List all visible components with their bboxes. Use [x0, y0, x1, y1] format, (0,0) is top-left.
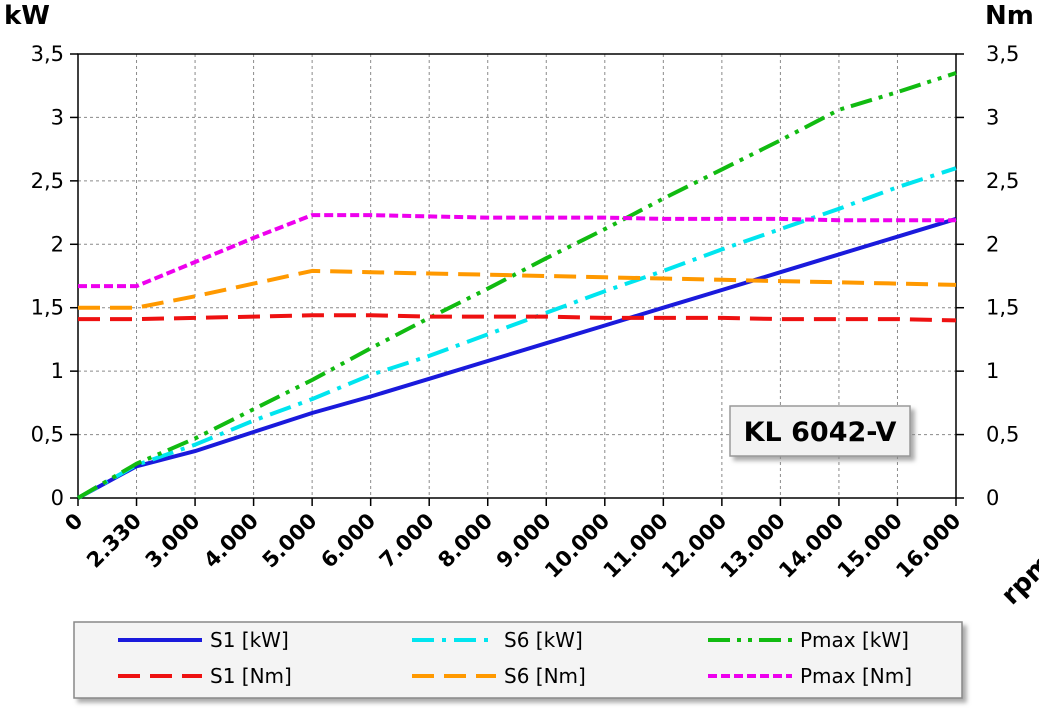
legend-label: Pmax [Nm]: [800, 664, 912, 688]
y-tick-label-left: 3,5: [31, 42, 64, 66]
legend: [73, 621, 963, 699]
x-tick-label: 3.000: [141, 509, 205, 573]
series-line: [77, 216, 957, 500]
x-tick-label: 7.000: [375, 509, 439, 573]
y-tick-label-right: 1: [986, 359, 999, 383]
x-ticks: 02.3303.0004.0005.0006.0007.0008.0009.00…: [60, 498, 966, 583]
y-tick-label-right: 1,5: [986, 296, 1019, 320]
series-line: [78, 313, 957, 323]
legend-items: S1 [kW] S6 [kW] Pmax [kW] S1 [Nm] S6 [Nm] Pma…: [118, 628, 912, 688]
x-tick-label: 4.000: [199, 509, 263, 573]
series-line: [78, 268, 957, 310]
y-tick-label-right: 0: [986, 486, 999, 510]
legend-label: S6 [kW]: [504, 628, 583, 652]
y-ticks-right: 0 0,5 1 1,5 2 2,5 3 3,5: [956, 42, 1019, 510]
y-tick-label-right: 3,5: [986, 42, 1019, 66]
series-lines: [76, 71, 957, 500]
x-tick-label: 0: [60, 509, 87, 536]
x-tick-label: 8.000: [433, 509, 497, 573]
x-tick-label: 5.000: [258, 509, 322, 573]
y-tick-label-left: 2: [51, 232, 64, 256]
series-line: [76, 71, 957, 500]
right-axis-label: Nm: [985, 1, 1034, 31]
y-tick-label-left: 1,5: [31, 296, 64, 320]
y-tick-label-right: 3: [986, 105, 999, 129]
model-label: KL 6042-V: [744, 417, 897, 448]
y-tick-label-right: 2,5: [986, 169, 1019, 193]
x-tick-label: 16.000: [891, 509, 965, 583]
y-tick-label-left: 1: [51, 359, 64, 383]
legend-label: S6 [Nm]: [504, 664, 586, 688]
y-tick-label-right: 2: [986, 232, 999, 256]
plot-frame: [77, 53, 957, 499]
series-line: [78, 213, 956, 289]
legend-label: Pmax [kW]: [800, 628, 909, 652]
y-tick-label-left: 2,5: [31, 169, 64, 193]
legend-label: S1 [kW]: [210, 628, 289, 652]
legend-label: S1 [Nm]: [210, 664, 292, 688]
y-tick-label-left: 0,5: [31, 423, 64, 447]
y-ticks-left: 0 0,5 1 1,5 2 2,5 3 3,5: [31, 42, 78, 510]
x-tick-label: 6.000: [316, 509, 380, 573]
y-tick-label-left: 3: [51, 105, 64, 129]
series-line: [77, 166, 957, 500]
y-tick-label-left: 0: [51, 486, 64, 510]
model-label-box: [729, 405, 911, 457]
y-tick-label-right: 0,5: [986, 423, 1019, 447]
x-tick-label: 2.330: [82, 509, 146, 573]
left-axis-label: kW: [4, 1, 50, 31]
x-axis-label: rpm: [996, 548, 1039, 611]
